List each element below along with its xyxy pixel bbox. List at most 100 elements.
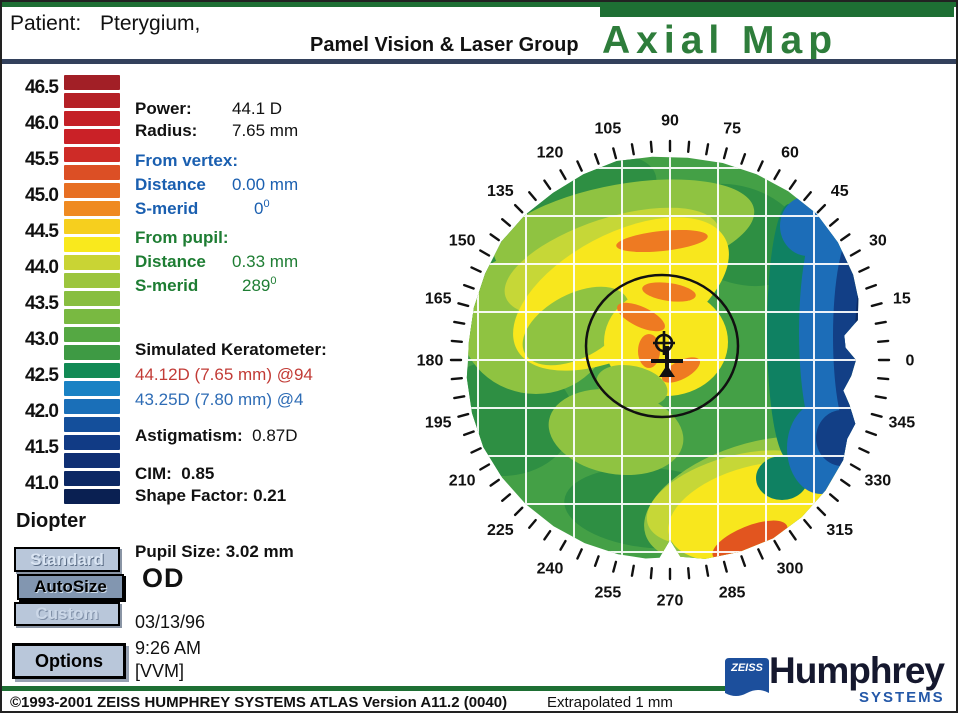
scale-color-bar <box>64 273 120 288</box>
shape-factor-value: 0.21 <box>253 486 287 505</box>
degree-tick <box>687 567 691 580</box>
scale-value-label: 46.0 <box>25 113 59 134</box>
degree-tick <box>757 160 764 172</box>
pupil-size-label: Pupil Size: <box>135 542 221 561</box>
degree-label: 315 <box>826 522 853 539</box>
scale-row: 46.5 <box>25 75 120 111</box>
scale-value-label: 42.5 <box>25 365 59 386</box>
bottom-green-strip <box>2 686 726 691</box>
from-vertex-heading: From vertex: <box>135 151 238 170</box>
degree-label: 165 <box>425 290 452 307</box>
degree-tick <box>501 218 512 227</box>
degree-label: 15 <box>893 290 911 307</box>
operator-initials: [VVM] <box>135 661 185 681</box>
vertex-distance-value: 0.00 mm <box>232 175 299 194</box>
degree-tick <box>840 233 851 242</box>
pupil-size-value: 3.02 mm <box>225 542 294 561</box>
degree-tick <box>457 302 470 308</box>
degree-label: 345 <box>888 415 915 432</box>
logo-systems-text: SYSTEMS <box>859 689 945 706</box>
degree-tick <box>453 395 466 400</box>
degree-label: 45 <box>831 183 849 200</box>
degree-tick <box>803 191 812 202</box>
degree-tick <box>457 412 470 418</box>
degree-tick <box>543 530 552 541</box>
degree-tick <box>849 463 861 471</box>
degree-tick <box>874 320 887 325</box>
degree-tick <box>705 564 710 577</box>
patient-line: Patient: Pterygium, <box>10 12 200 36</box>
logo-humphrey-text: Humphrey <box>769 650 945 691</box>
scale-color-bar <box>64 327 120 342</box>
degree-label: 180 <box>417 353 444 370</box>
scale-color-bar <box>64 93 120 108</box>
degree-tick <box>828 218 839 227</box>
axial-map-plot: 0 15 30 45 60 75 90 105 120 135 150 165 180 195 210 225… <box>384 80 956 640</box>
degree-label: 330 <box>864 473 891 490</box>
scale-color-bar <box>64 417 120 432</box>
degree-tick <box>649 567 653 580</box>
cim-label: CIM: <box>135 464 172 483</box>
degree-tick <box>773 169 781 181</box>
scale-row: 45.5 <box>25 147 120 183</box>
header-divider <box>2 59 956 64</box>
degree-tick <box>576 548 583 560</box>
astigmatism-row: Astigmatism: 0.87D <box>135 426 298 446</box>
scale-color-bar <box>64 345 120 360</box>
degree-tick <box>543 179 552 190</box>
degree-tick <box>877 339 890 343</box>
degree-tick <box>528 191 537 202</box>
scale-color-bar <box>64 147 120 162</box>
autosize-scale-button[interactable]: AutoSize <box>17 574 124 600</box>
scale-color-bar <box>64 291 120 306</box>
degree-tick <box>840 478 851 487</box>
vertex-smerid-row: S-merid 00 <box>135 198 270 219</box>
scale-row: 42.5 <box>25 363 120 399</box>
degree-label: 90 <box>661 113 679 130</box>
degree-tick <box>816 203 827 214</box>
degree-tick <box>479 463 491 471</box>
vertex-smerid-label: S-merid <box>135 198 199 218</box>
pupil-distance-value: 0.33 mm <box>232 252 299 271</box>
scale-value-label: 41.0 <box>25 473 59 494</box>
standard-scale-button[interactable]: Standard <box>14 547 120 572</box>
svg-text:ZEISS: ZEISS <box>730 662 763 674</box>
degree-label: 120 <box>537 145 564 162</box>
degree-label: 30 <box>869 233 887 250</box>
scale-value-label: 43.0 <box>25 329 59 350</box>
degree-tick <box>870 302 883 308</box>
degree-tick <box>803 518 812 529</box>
degree-tick <box>489 233 500 242</box>
copyright-text: ©1993-2001 ZEISS HUMPHREY SYSTEMS ATLAS … <box>10 694 508 711</box>
custom-scale-button[interactable]: Custom <box>14 602 120 626</box>
scale-value-label: 41.5 <box>25 437 59 458</box>
scale-color-bar <box>64 309 120 324</box>
vertex-distance-row: Distance 0.00 mm <box>135 175 298 195</box>
options-button[interactable]: Options <box>12 643 126 679</box>
degree-tick <box>773 539 781 551</box>
radius-row: Radius: 7.65 mm <box>135 121 298 141</box>
zeiss-badge-icon: ZEISS <box>725 658 769 696</box>
degree-tick <box>865 430 877 437</box>
degree-tick <box>513 506 524 517</box>
degree-tick <box>593 555 600 567</box>
scale-value-label: 45.5 <box>25 149 59 170</box>
degree-tick <box>722 147 728 160</box>
cim-value: 0.85 <box>181 464 215 483</box>
degree-tick <box>470 447 482 454</box>
scale-color-bar <box>64 201 120 216</box>
scale-color-bar <box>64 453 120 468</box>
scale-value-label: 44.0 <box>25 257 59 278</box>
pupil-smerid-label: S-merid <box>135 275 199 295</box>
patient-label: Patient: <box>10 12 82 35</box>
scale-color-bar <box>64 489 120 504</box>
degree-tick <box>858 447 870 454</box>
scale-color-bar <box>64 165 120 180</box>
degree-tick <box>528 518 537 529</box>
degree-label: 150 <box>449 233 476 250</box>
scale-color-bar <box>64 75 120 90</box>
scale-unit-label: Diopter <box>16 510 86 532</box>
degree-tick <box>630 564 635 577</box>
degree-tick <box>649 140 653 153</box>
scale-row: 45.0 <box>25 183 120 219</box>
